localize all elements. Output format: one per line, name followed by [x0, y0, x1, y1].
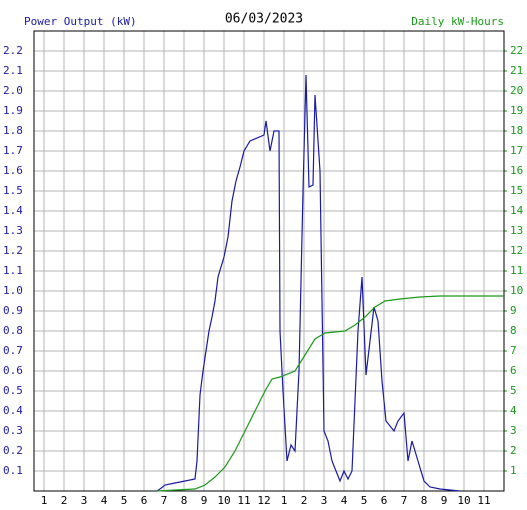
y-axis-label: Power Output (kW)	[24, 15, 137, 28]
x-tick-label: 4	[341, 494, 348, 507]
plot-border	[33, 30, 505, 492]
y2-tick-label: 18	[510, 124, 523, 137]
y-tick-label: 0.2	[3, 444, 23, 457]
y-tick-label: 2.2	[3, 44, 23, 57]
y2-tick-label: 9	[510, 304, 517, 317]
y2-tick-label: 12	[510, 244, 523, 257]
x-tick-label: 1	[281, 494, 288, 507]
y2-tick-label: 8	[510, 324, 517, 337]
x-tick-label: 9	[441, 494, 448, 507]
x-tick-label: 6	[381, 494, 388, 507]
y2-tick-label: 19	[510, 104, 523, 117]
y-tick-label: 0.6	[3, 364, 23, 377]
y-tick-label: 0.9	[3, 304, 23, 317]
y2-tick-label: 5	[510, 384, 517, 397]
y2-tick-label: 1	[510, 464, 517, 477]
y2-tick-label: 22	[510, 44, 523, 57]
x-tick-label: 3	[81, 494, 88, 507]
y-tick-label: 0.7	[3, 344, 23, 357]
y2-tick-label: 10	[510, 284, 523, 297]
x-tick-label: 5	[121, 494, 128, 507]
y2-tick-label: 11	[510, 264, 523, 277]
y2-tick-label: 13	[510, 224, 523, 237]
x-tick-label: 11	[477, 494, 490, 507]
x-tick-label: 9	[201, 494, 208, 507]
y-tick-label: 0.4	[3, 404, 23, 417]
series-line	[156, 295, 504, 492]
y2-tick-label: 7	[510, 344, 517, 357]
y-tick-label: 1.4	[3, 204, 23, 217]
y2-tick-label: 16	[510, 164, 523, 177]
x-tick-label: 10	[217, 494, 230, 507]
x-tick-label: 1	[41, 494, 48, 507]
x-tick-label: 7	[161, 494, 168, 507]
y2-tick-label: 21	[510, 64, 523, 77]
x-tick-label: 2	[301, 494, 308, 507]
x-tick-label: 12	[257, 494, 270, 507]
y-tick-label: 2.0	[3, 84, 23, 97]
y2-tick-label: 14	[510, 204, 524, 217]
x-tick-label: 8	[421, 494, 428, 507]
x-tick-label: 5	[361, 494, 368, 507]
chart-title: 06/03/2023	[225, 12, 303, 27]
x-tick-label: 2	[61, 494, 68, 507]
y-tick-label: 1.8	[3, 124, 23, 137]
y2-tick-label: 17	[510, 144, 523, 157]
y-tick-label: 1.0	[3, 284, 23, 297]
y-tick-label: 1.7	[3, 144, 23, 157]
x-tick-label: 4	[101, 494, 108, 507]
y-tick-label: 1.5	[3, 184, 23, 197]
y2-tick-label: 4	[510, 404, 517, 417]
y2-tick-label: 6	[510, 364, 517, 377]
x-tick-label: 11	[237, 494, 250, 507]
y-tick-label: 0.5	[3, 384, 23, 397]
x-tick-label: 7	[401, 494, 408, 507]
y2-tick-label: 20	[510, 84, 523, 97]
y2-axis-label: Daily kW-Hours	[411, 15, 504, 28]
y-tick-label: 0.3	[3, 424, 23, 437]
x-tick-label: 8	[181, 494, 188, 507]
y-tick-label: 1.9	[3, 104, 23, 117]
y-tick-label: 1.2	[3, 244, 23, 257]
x-tick-label: 10	[457, 494, 470, 507]
series-line	[156, 74, 461, 492]
y2-tick-label: 3	[510, 424, 517, 437]
y-tick-label: 0.8	[3, 324, 23, 337]
x-tick-label: 6	[141, 494, 148, 507]
x-tick-label: 3	[321, 494, 328, 507]
y-tick-label: 1.3	[3, 224, 23, 237]
y-tick-label: 1.6	[3, 164, 23, 177]
y2-tick-label: 15	[510, 184, 523, 197]
y2-tick-label: 2	[510, 444, 517, 457]
y-tick-label: 2.1	[3, 64, 23, 77]
y-tick-label: 0.1	[3, 464, 23, 477]
y-tick-label: 1.1	[3, 264, 23, 277]
